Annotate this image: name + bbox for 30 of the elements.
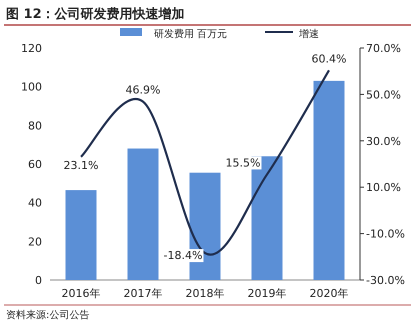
data-label: 60.4%: [312, 52, 346, 66]
y2-tick-label: 30.0%: [366, 134, 401, 148]
data-label: 23.1%: [64, 158, 98, 172]
x-tick-label: 2020年: [310, 287, 348, 300]
y-tick-label: 0: [35, 274, 42, 287]
y2-tick-label: -30.0%: [366, 274, 405, 287]
y2-tick-label: -10.0%: [366, 228, 405, 241]
y-tick-label: 20: [28, 235, 42, 248]
data-label: 15.5%: [226, 156, 260, 170]
y-tick-label: 40: [28, 196, 42, 210]
legend-label: 增速: [298, 28, 319, 40]
x-tick-label: 2016年: [62, 287, 100, 300]
x-tick-label: 2017年: [124, 287, 162, 300]
legend-label: 研发费用 百万元: [154, 28, 228, 40]
data-label: 46.9%: [126, 84, 160, 97]
y2-tick-label: 70.0%: [366, 42, 401, 55]
y2-tick-label: 10.0%: [366, 181, 401, 194]
y-tick-label: 100: [21, 80, 42, 94]
y2-tick-label: 50.0%: [366, 88, 401, 102]
bar: [128, 148, 158, 280]
bar: [314, 80, 344, 280]
y-tick-label: 80: [28, 119, 42, 132]
y-tick-label: 60: [28, 158, 42, 171]
x-tick-label: 2019年: [248, 287, 286, 300]
bar: [66, 190, 96, 280]
chart-title: 图 12：公司研发费用快速增加: [6, 7, 185, 22]
y-tick-label: 120: [21, 42, 42, 55]
data-label: -18.4%: [164, 249, 202, 262]
x-tick-label: 2018年: [186, 287, 224, 300]
text: 资料来源:公司公告: [6, 309, 90, 321]
